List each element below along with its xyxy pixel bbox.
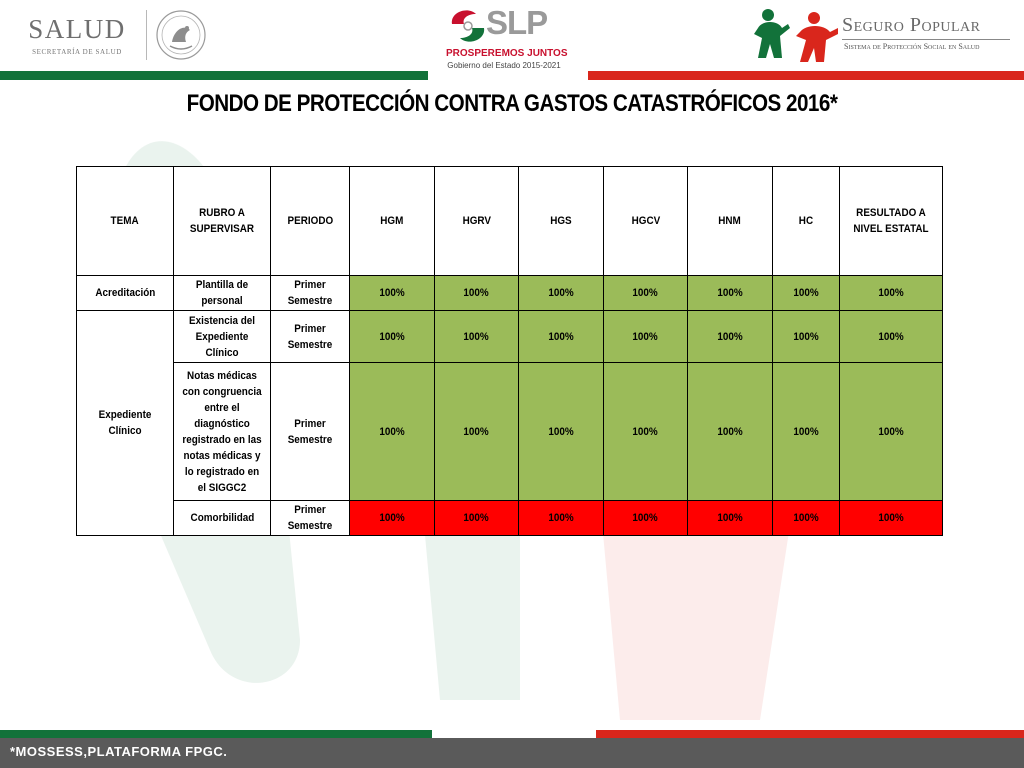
- rubro-cell: Existencia del Expediente Clínico: [173, 310, 271, 363]
- value-cell: 100%: [687, 500, 773, 536]
- value-cell: 100%: [687, 310, 773, 363]
- logo-divider: [146, 10, 147, 60]
- column-header: RESULTADO A NIVEL ESTATAL: [839, 166, 943, 276]
- value-cell: 100%: [349, 500, 435, 536]
- table-row: Notas médicas con congruencia entre el d…: [77, 362, 943, 501]
- value-cell: 100%: [518, 310, 604, 363]
- value-cell: 100%: [772, 362, 840, 501]
- value-cell: 100%: [434, 500, 519, 536]
- periodo-cell: Primer Semestre: [270, 310, 350, 363]
- coat-of-arms-seal-icon: [156, 10, 206, 60]
- state-result-cell: 100%: [839, 310, 943, 363]
- table-row: Expediente Clínico Existencia del Expedi…: [76, 310, 943, 536]
- column-header: HGRV: [434, 166, 519, 276]
- value-cell: 100%: [603, 275, 688, 311]
- periodo-cell: Primer Semestre: [270, 275, 350, 311]
- slp-logo-name: SLP: [486, 4, 548, 41]
- value-cell: 100%: [772, 275, 840, 311]
- periodo-cell: Primer Semestre: [270, 362, 350, 501]
- value-cell: 100%: [603, 310, 688, 363]
- tema-cell: Acreditación: [76, 275, 174, 311]
- table-header-row: TEMA RUBRO A SUPERVISAR PERIODO HGM HGRV…: [76, 166, 943, 276]
- table-row: Comorbilidad Primer Semestre 100% 100% 1…: [77, 500, 943, 536]
- tema-cell: Expediente Clínico: [76, 310, 174, 536]
- column-header: RUBRO A SUPERVISAR: [173, 166, 271, 276]
- state-result-cell: 100%: [839, 362, 943, 501]
- value-cell: 100%: [772, 500, 840, 536]
- value-cell: 100%: [603, 500, 688, 536]
- rubro-cell: Comorbilidad: [173, 500, 271, 536]
- table-row: Acreditación Plantilla de personal Prime…: [76, 275, 943, 311]
- rubro-cell: Notas médicas con congruencia entre el d…: [173, 362, 271, 501]
- header-band-red: [588, 71, 1024, 80]
- footer-band-red: [596, 730, 1024, 738]
- seguro-popular-subtitle: Sistema de Protección Social en Salud: [844, 42, 980, 51]
- state-result-cell: 100%: [839, 500, 943, 536]
- slp-logo-tagline: PROSPEREMOS JUNTOS: [446, 48, 568, 59]
- value-cell: 100%: [349, 275, 435, 311]
- column-header: HGCV: [603, 166, 688, 276]
- value-cell: 100%: [687, 275, 773, 311]
- header-band-green: [0, 71, 428, 80]
- salud-logo-name: SALUD: [28, 14, 126, 44]
- rubro-cell: Plantilla de personal: [173, 275, 271, 311]
- seguro-popular-figures-icon: [754, 9, 838, 62]
- column-header: HNM: [687, 166, 773, 276]
- seguro-popular-rule: [842, 39, 1010, 40]
- column-header: HGS: [518, 166, 604, 276]
- slide-title: FONDO DE PROTECCIÓN CONTRA GASTOS CATAST…: [186, 90, 838, 117]
- footer-band-green: [0, 730, 432, 738]
- value-cell: 100%: [518, 362, 604, 501]
- value-cell: 100%: [687, 362, 773, 501]
- value-cell: 100%: [349, 310, 435, 363]
- footer: *MOSSESS,PLATAFORMA FPGC.: [0, 738, 1024, 768]
- slp-logo-government: Gobierno del Estado 2015-2021: [447, 61, 561, 70]
- header: SALUD SECRETARÍA DE SALUD SLP PROSPEREMO…: [0, 0, 1024, 82]
- value-cell: 100%: [434, 275, 519, 311]
- column-header: PERIODO: [270, 166, 350, 276]
- column-header: HC: [772, 166, 840, 276]
- salud-logo: SALUD SECRETARÍA DE SALUD: [18, 10, 136, 58]
- seguro-popular-logo: Seguro Popular Sistema de Protección Soc…: [752, 6, 1014, 66]
- column-header: TEMA: [76, 166, 174, 276]
- state-result-cell: 100%: [839, 275, 943, 311]
- value-cell: 100%: [603, 362, 688, 501]
- periodo-cell: Primer Semestre: [270, 500, 350, 536]
- supervision-results-table: TEMA RUBRO A SUPERVISAR PERIODO HGM HGRV…: [76, 166, 943, 536]
- value-cell: 100%: [434, 362, 519, 501]
- source-note: *MOSSESS,PLATAFORMA FPGC.: [10, 744, 228, 759]
- value-cell: 100%: [434, 310, 519, 363]
- column-header: HGM: [349, 166, 435, 276]
- slp-swirl-icon: [451, 10, 485, 42]
- seguro-popular-name: Seguro Popular: [842, 14, 981, 36]
- value-cell: 100%: [349, 362, 435, 501]
- slp-logo: SLP PROSPEREMOS JUNTOS Gobierno del Esta…: [442, 4, 568, 70]
- value-cell: 100%: [518, 500, 604, 536]
- value-cell: 100%: [772, 310, 840, 363]
- value-cell: 100%: [518, 275, 604, 311]
- salud-logo-subtitle: SECRETARÍA DE SALUD: [32, 48, 122, 56]
